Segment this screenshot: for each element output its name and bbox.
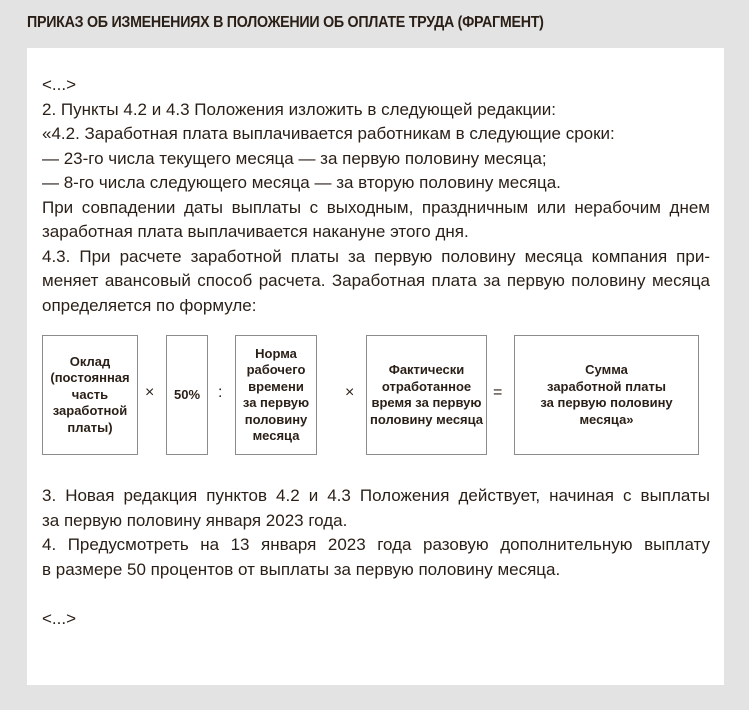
formula-box-actual-time: Фактически отработанное время за первую … (366, 335, 487, 455)
document-text-top: <...> 2. Пункты 4.2 и 4.3 Положения излож… (42, 73, 710, 318)
text-line: — 23-го числа текущего месяца — за перву… (42, 148, 547, 168)
text-line: «4.2. Заработная плата выплачивается раб… (42, 124, 615, 143)
document-panel (27, 48, 724, 685)
document-text-bottom: 3. Новая редакция пунктов 4.2 и 4.3 Поло… (42, 484, 710, 631)
formula-box-text: Норма рабочего времени за первую половин… (242, 345, 310, 444)
text-line: заработная плата выплачивается накануне … (42, 222, 469, 241)
page-title: ПРИКАЗ ОБ ИЗМЕНЕНИЯХ В ПОЛОЖЕНИИ ОБ ОПЛА… (27, 14, 544, 31)
text-line: 4. Предусмотреть на 13 января 2023 года … (42, 535, 710, 554)
formula-box-text: Сумма заработной платы за первую половин… (540, 362, 673, 427)
text-line: в размере 50 процентов от выплаты за пер… (42, 559, 561, 579)
equals-operator: = (493, 384, 503, 401)
text-line: При совпадении даты выплаты с выходным, … (42, 197, 710, 217)
text-line: 3. Новая редакция пунктов 4.2 и 4.3 Поло… (42, 486, 710, 505)
formula-box-norm-time: Норма рабочего времени за первую половин… (235, 335, 317, 455)
text-line: меняет авансовый способ расчета. Заработ… (42, 271, 710, 290)
text-line: за первую половину января 2023 года. (42, 510, 348, 530)
text-line (42, 582, 710, 607)
formula-box-result: Сумма заработной платы за первую половин… (514, 335, 699, 455)
text-line: <...> (42, 75, 77, 94)
text-line: <...> (42, 608, 77, 628)
multiply-operator: × (345, 384, 355, 401)
text-line: 2. Пункты 4.2 и 4.3 Положения изложить в… (42, 99, 557, 119)
formula-box-salary: Оклад (постоянная часть заработной платы… (42, 335, 138, 455)
text-line: определяется по формуле: (42, 295, 257, 315)
divide-operator: : (218, 384, 223, 401)
formula-box-percent: 50% (166, 335, 208, 455)
formula-box-text: Оклад (постоянная часть заработной платы… (50, 353, 130, 435)
multiply-operator: × (145, 384, 155, 401)
text-line: 4.3. При расчете заработной платы за пер… (42, 246, 710, 266)
formula-box-text: 50% (173, 386, 201, 402)
text-line: — 8-го числа следующего месяца — за втор… (42, 173, 561, 192)
formula-box-text: Фактически отработанное время за первую … (369, 362, 484, 427)
